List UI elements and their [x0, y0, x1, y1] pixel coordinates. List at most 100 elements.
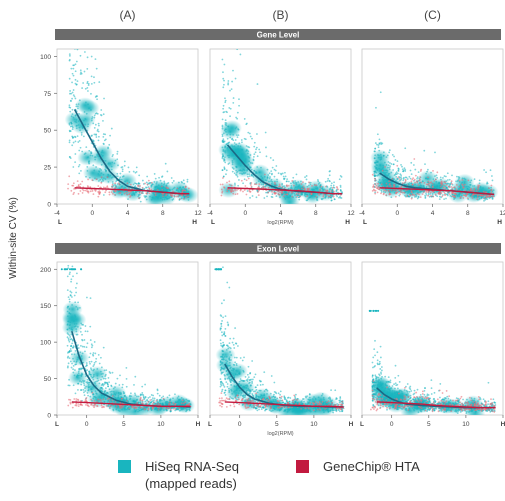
- hiseq-point: [82, 82, 85, 84]
- panel-points: [370, 91, 499, 204]
- hiseq-point: [73, 21, 75, 23]
- genechip-point: [114, 190, 117, 193]
- hiseq-point: [409, 169, 412, 172]
- hiseq-point: [109, 174, 112, 177]
- genechip-point: [129, 196, 131, 198]
- y-tick-label: 75: [44, 91, 52, 98]
- hiseq-point: [266, 177, 269, 180]
- genechip-point: [421, 193, 424, 196]
- hiseq-point: [114, 159, 117, 162]
- hiseq-point: [143, 397, 146, 400]
- hiseq-point: [458, 193, 461, 196]
- hiseq-point: [329, 187, 331, 190]
- genechip-point: [134, 406, 137, 408]
- hiseq-point: [412, 191, 415, 193]
- genechip-point: [400, 186, 402, 189]
- hiseq-point: [96, 380, 99, 383]
- genechip-point: [273, 192, 275, 194]
- hiseq-point: [241, 169, 243, 172]
- hiseq-point: [73, 360, 76, 363]
- x-tick-label: 8: [161, 210, 165, 217]
- x-end-label-high: H: [192, 219, 197, 226]
- hiseq-point: [86, 378, 89, 381]
- hiseq-point: [409, 177, 412, 180]
- genechip-point: [75, 403, 78, 405]
- hiseq-point: [101, 149, 104, 152]
- genechip-point: [91, 391, 94, 394]
- hiseq-point: [150, 198, 153, 201]
- hiseq-point: [74, 49, 76, 50]
- hiseq-point: [95, 134, 97, 136]
- genechip-point: [286, 193, 288, 196]
- genechip-point: [420, 168, 423, 171]
- hiseq-point: [171, 188, 174, 191]
- hiseq-point: [422, 184, 425, 187]
- hiseq-point: [238, 179, 240, 181]
- hiseq-point: [401, 168, 404, 171]
- hiseq-point: [263, 371, 266, 374]
- hiseq-point: [72, 275, 74, 278]
- hiseq-point: [233, 390, 235, 393]
- hiseq-point: [330, 182, 333, 185]
- genechip-point: [476, 198, 478, 201]
- hiseq-point: [329, 409, 332, 412]
- x-tick-label: 5: [122, 421, 126, 428]
- hiseq-point: [111, 181, 114, 183]
- hiseq-point: [80, 322, 83, 325]
- genechip-point: [292, 184, 295, 187]
- hiseq-point: [386, 154, 389, 157]
- genechip-point: [77, 403, 80, 405]
- genechip-point: [462, 197, 465, 199]
- hiseq-point: [264, 185, 267, 188]
- hiseq-point: [230, 144, 233, 147]
- x-end-label-high: H: [345, 219, 350, 226]
- hiseq-point: [254, 373, 257, 376]
- genechip-point: [221, 190, 224, 193]
- x-tick-label: 0: [243, 210, 247, 217]
- genechip-point: [148, 192, 151, 195]
- genechip-point: [429, 191, 432, 194]
- genechip-point: [141, 399, 144, 402]
- genechip-point: [182, 197, 185, 200]
- genechip-point: [330, 190, 333, 192]
- hiseq-point: [186, 180, 189, 183]
- genechip-point: [396, 164, 399, 167]
- hiseq-point: [222, 175, 225, 178]
- genechip-point: [308, 181, 310, 184]
- hiseq-point: [300, 180, 302, 183]
- hiseq-point: [106, 381, 108, 384]
- hiseq-point: [97, 139, 100, 142]
- hiseq-point: [81, 352, 84, 355]
- hiseq-point: [116, 377, 119, 380]
- genechip-point: [293, 398, 296, 401]
- hiseq-point: [104, 178, 107, 180]
- hiseq-point: [232, 154, 235, 157]
- hiseq-point: [73, 135, 76, 138]
- hiseq-point: [77, 382, 80, 385]
- hiseq-point: [169, 410, 172, 413]
- hiseq-point: [245, 387, 248, 389]
- hiseq-point: [240, 384, 242, 387]
- hiseq-point: [465, 185, 468, 188]
- hiseq-point: [80, 357, 83, 360]
- hiseq-point: [300, 401, 302, 403]
- y-tick-label: 200: [40, 267, 51, 274]
- hiseq-point: [416, 197, 419, 200]
- hiseq-point: [70, 258, 72, 260]
- genechip-point: [476, 194, 479, 197]
- hiseq-point: [339, 186, 342, 188]
- genechip-point: [327, 195, 330, 198]
- hiseq-point: [293, 188, 296, 191]
- hiseq-point: [77, 165, 80, 168]
- hiseq-point: [380, 191, 383, 193]
- hiseq-point: [90, 109, 92, 111]
- hiseq-point: [384, 169, 387, 172]
- hiseq-point: [89, 373, 92, 376]
- hiseq-point: [224, 145, 227, 148]
- hiseq-point: [274, 169, 277, 172]
- hiseq-point: [86, 68, 89, 70]
- genechip-point: [450, 182, 453, 185]
- genechip-point: [450, 188, 453, 191]
- genechip-point: [228, 180, 231, 183]
- genechip-point: [337, 188, 339, 191]
